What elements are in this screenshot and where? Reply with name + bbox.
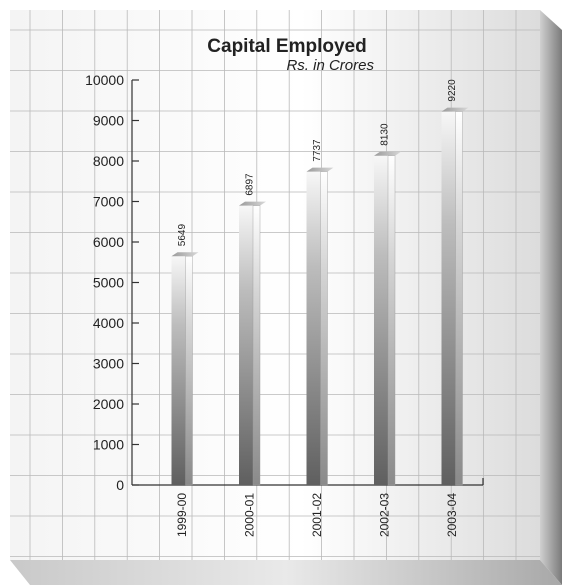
y-tick-label: 4000 <box>93 315 124 331</box>
y-tick-label: 7000 <box>93 194 124 210</box>
bar-front-face <box>239 205 253 485</box>
data-label: 5649 <box>177 224 188 247</box>
y-tick-label: 5000 <box>93 275 124 291</box>
bar-top-face <box>239 201 266 206</box>
x-tick-label: 2003-04 <box>445 493 459 537</box>
bar-1999-00: 5649 <box>171 224 199 486</box>
bar-front-face <box>374 155 388 486</box>
y-tick-label: 0 <box>116 477 124 493</box>
bar-side-face <box>387 155 396 486</box>
y-tick-labels: 0 1000 2000 3000 4000 5000 6000 7000 8000 9000 100… <box>85 72 124 493</box>
bar-side-face <box>252 205 261 486</box>
data-label: 6897 <box>245 173 256 196</box>
data-label: 7737 <box>312 139 323 162</box>
bar-2003-04: 9220 <box>441 79 469 486</box>
bar-side-face <box>320 171 328 486</box>
bar-side-face <box>455 111 463 486</box>
bar-front-face <box>306 171 321 486</box>
panel-right-side <box>540 10 562 585</box>
bar-top-face <box>374 151 401 156</box>
y-tick-label: 9000 <box>93 113 124 129</box>
panel-bottom-side <box>10 560 562 585</box>
bar-top-face <box>306 167 334 172</box>
bar-side-face <box>185 256 193 486</box>
bar-top-face <box>441 107 469 112</box>
y-tick-label: 6000 <box>93 234 124 250</box>
y-tick-label: 3000 <box>93 356 124 372</box>
x-tick-label: 1999-00 <box>175 493 189 537</box>
bars: 5649 6897 7737 8130 9220 <box>171 79 469 486</box>
chart-subtitle: Rs. in Crores <box>286 57 374 74</box>
x-tick-label: 2002-03 <box>378 493 392 537</box>
y-tick-label: 2000 <box>93 396 124 412</box>
data-label: 8130 <box>380 123 391 146</box>
x-tick-labels: 1999-00 2000-01 2001-02 2002-03 2003-04 <box>175 493 459 537</box>
x-tick-label: 2001-02 <box>310 493 324 537</box>
bar-top-face <box>171 252 199 257</box>
bar-2000-01: 6897 <box>239 173 266 486</box>
data-label: 9220 <box>447 79 458 102</box>
y-tick-label: 8000 <box>93 153 124 169</box>
y-tick-label: 10000 <box>85 72 124 88</box>
bar-front-face <box>171 256 186 485</box>
x-tick-label: 2000-01 <box>243 493 257 537</box>
bar-2002-03: 8130 <box>374 123 401 486</box>
y-tick-label: 1000 <box>93 437 124 453</box>
chart-title: Capital Employed <box>207 36 366 57</box>
bar-2001-02: 7737 <box>306 139 334 486</box>
bar-front-face <box>441 111 456 485</box>
